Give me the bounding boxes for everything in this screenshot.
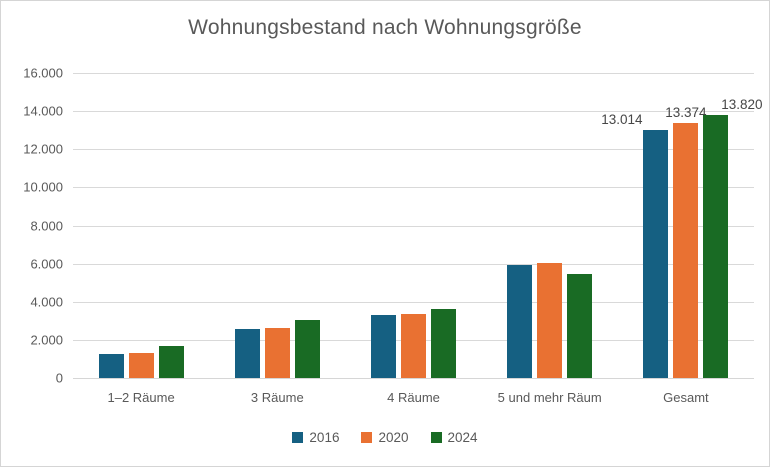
- data-label-2016: 13.014: [601, 111, 643, 127]
- y-tick-label: 10.000: [23, 179, 63, 195]
- legend-item-2016[interactable]: 2016: [292, 430, 339, 445]
- x-category-label: 1–2 Räume: [107, 390, 175, 405]
- gridline-12.000: [73, 149, 754, 151]
- bar-2020-5 und mehr Räum[interactable]: [537, 262, 563, 378]
- bar-2024-5 und mehr Räum[interactable]: [567, 273, 593, 378]
- y-tick-label: 0: [55, 370, 63, 386]
- y-tick-label: 2.000: [30, 332, 63, 348]
- gridline-4.000: [73, 301, 754, 303]
- bar-2016-3 Räume[interactable]: [234, 329, 260, 378]
- bar-group-4 Räume: [345, 73, 481, 378]
- gridline-10.000: [73, 187, 754, 189]
- bar-groups: 13.014 13.374 13.820: [73, 73, 763, 378]
- x-category-label: 4 Räume: [387, 390, 440, 405]
- legend-swatch-icon: [430, 432, 442, 443]
- bar-2016-5 und mehr Räum[interactable]: [507, 265, 533, 378]
- x-category-label: Gesamt: [663, 390, 709, 405]
- legend-swatch-icon: [292, 432, 304, 443]
- bar-2020-1–2 Räume[interactable]: [128, 352, 154, 378]
- gridline-8.000: [73, 225, 754, 227]
- bar-2020-3 Räume[interactable]: [264, 328, 290, 378]
- chart-title: Wohnungsbestand nach Wohnungsgröße: [188, 16, 582, 39]
- data-label-2024: 13.820: [721, 96, 763, 112]
- y-tick-label: 4.000: [30, 294, 63, 310]
- x-category-label: 5 und mehr Räum: [497, 390, 602, 405]
- bar-2020-4 Räume[interactable]: [400, 313, 426, 378]
- bar-2016-Gesamt[interactable]: 13.014: [601, 112, 669, 378]
- bar-group-5 und mehr Räum: [482, 73, 618, 378]
- bar-2020-Gesamt[interactable]: 13.374: [665, 105, 707, 378]
- y-tick-label: 14.000: [23, 103, 63, 119]
- gridline-6.000: [73, 263, 754, 265]
- legend-label: 2020: [378, 430, 409, 445]
- legend-label: 2024: [447, 430, 478, 445]
- legend-item-2024[interactable]: 2024: [430, 430, 478, 445]
- bar-group-Gesamt: 13.014 13.374 13.820: [601, 73, 763, 378]
- gridline-14.000: [73, 111, 754, 113]
- x-axis: 1–2 Räume 3 Räume 4 Räume 5 und mehr Räum Ge…: [73, 390, 754, 405]
- y-axis: 0 2.000 4.000 6.000 8.000 10.000 12.000 14.000 1…: [1, 66, 63, 386]
- legend-swatch-icon: [361, 432, 373, 443]
- y-tick-label: 8.000: [30, 218, 63, 233]
- data-label-2020: 13.374: [665, 105, 707, 121]
- legend-label: 2016: [309, 430, 340, 445]
- bar-2024-1–2 Räume[interactable]: [158, 346, 184, 378]
- legend: 2016 2020 2024: [1, 430, 769, 445]
- bar-2016-4 Räume[interactable]: [370, 315, 396, 378]
- bar-group-1–2 Räume: [73, 73, 209, 378]
- y-tick-label: 12.000: [23, 141, 63, 157]
- legend-item-2020[interactable]: 2020: [361, 430, 409, 445]
- gridline-16.000: [73, 73, 754, 74]
- bar-2024-Gesamt[interactable]: 13.820: [703, 97, 763, 378]
- x-category-label: 3 Räume: [250, 390, 304, 405]
- bar-2024-3 Räume[interactable]: [294, 319, 320, 378]
- gridline-0: [73, 378, 754, 379]
- bar-2016-1–2 Räume[interactable]: [98, 354, 124, 378]
- plot-area: 13.014 13.374 13.820: [73, 73, 763, 379]
- y-tick-label: 6.000: [30, 256, 63, 272]
- bar-group-3 Räume: [209, 73, 345, 378]
- y-tick-label: 16.000: [23, 65, 63, 81]
- bar-2024-4 Räume[interactable]: [430, 309, 456, 378]
